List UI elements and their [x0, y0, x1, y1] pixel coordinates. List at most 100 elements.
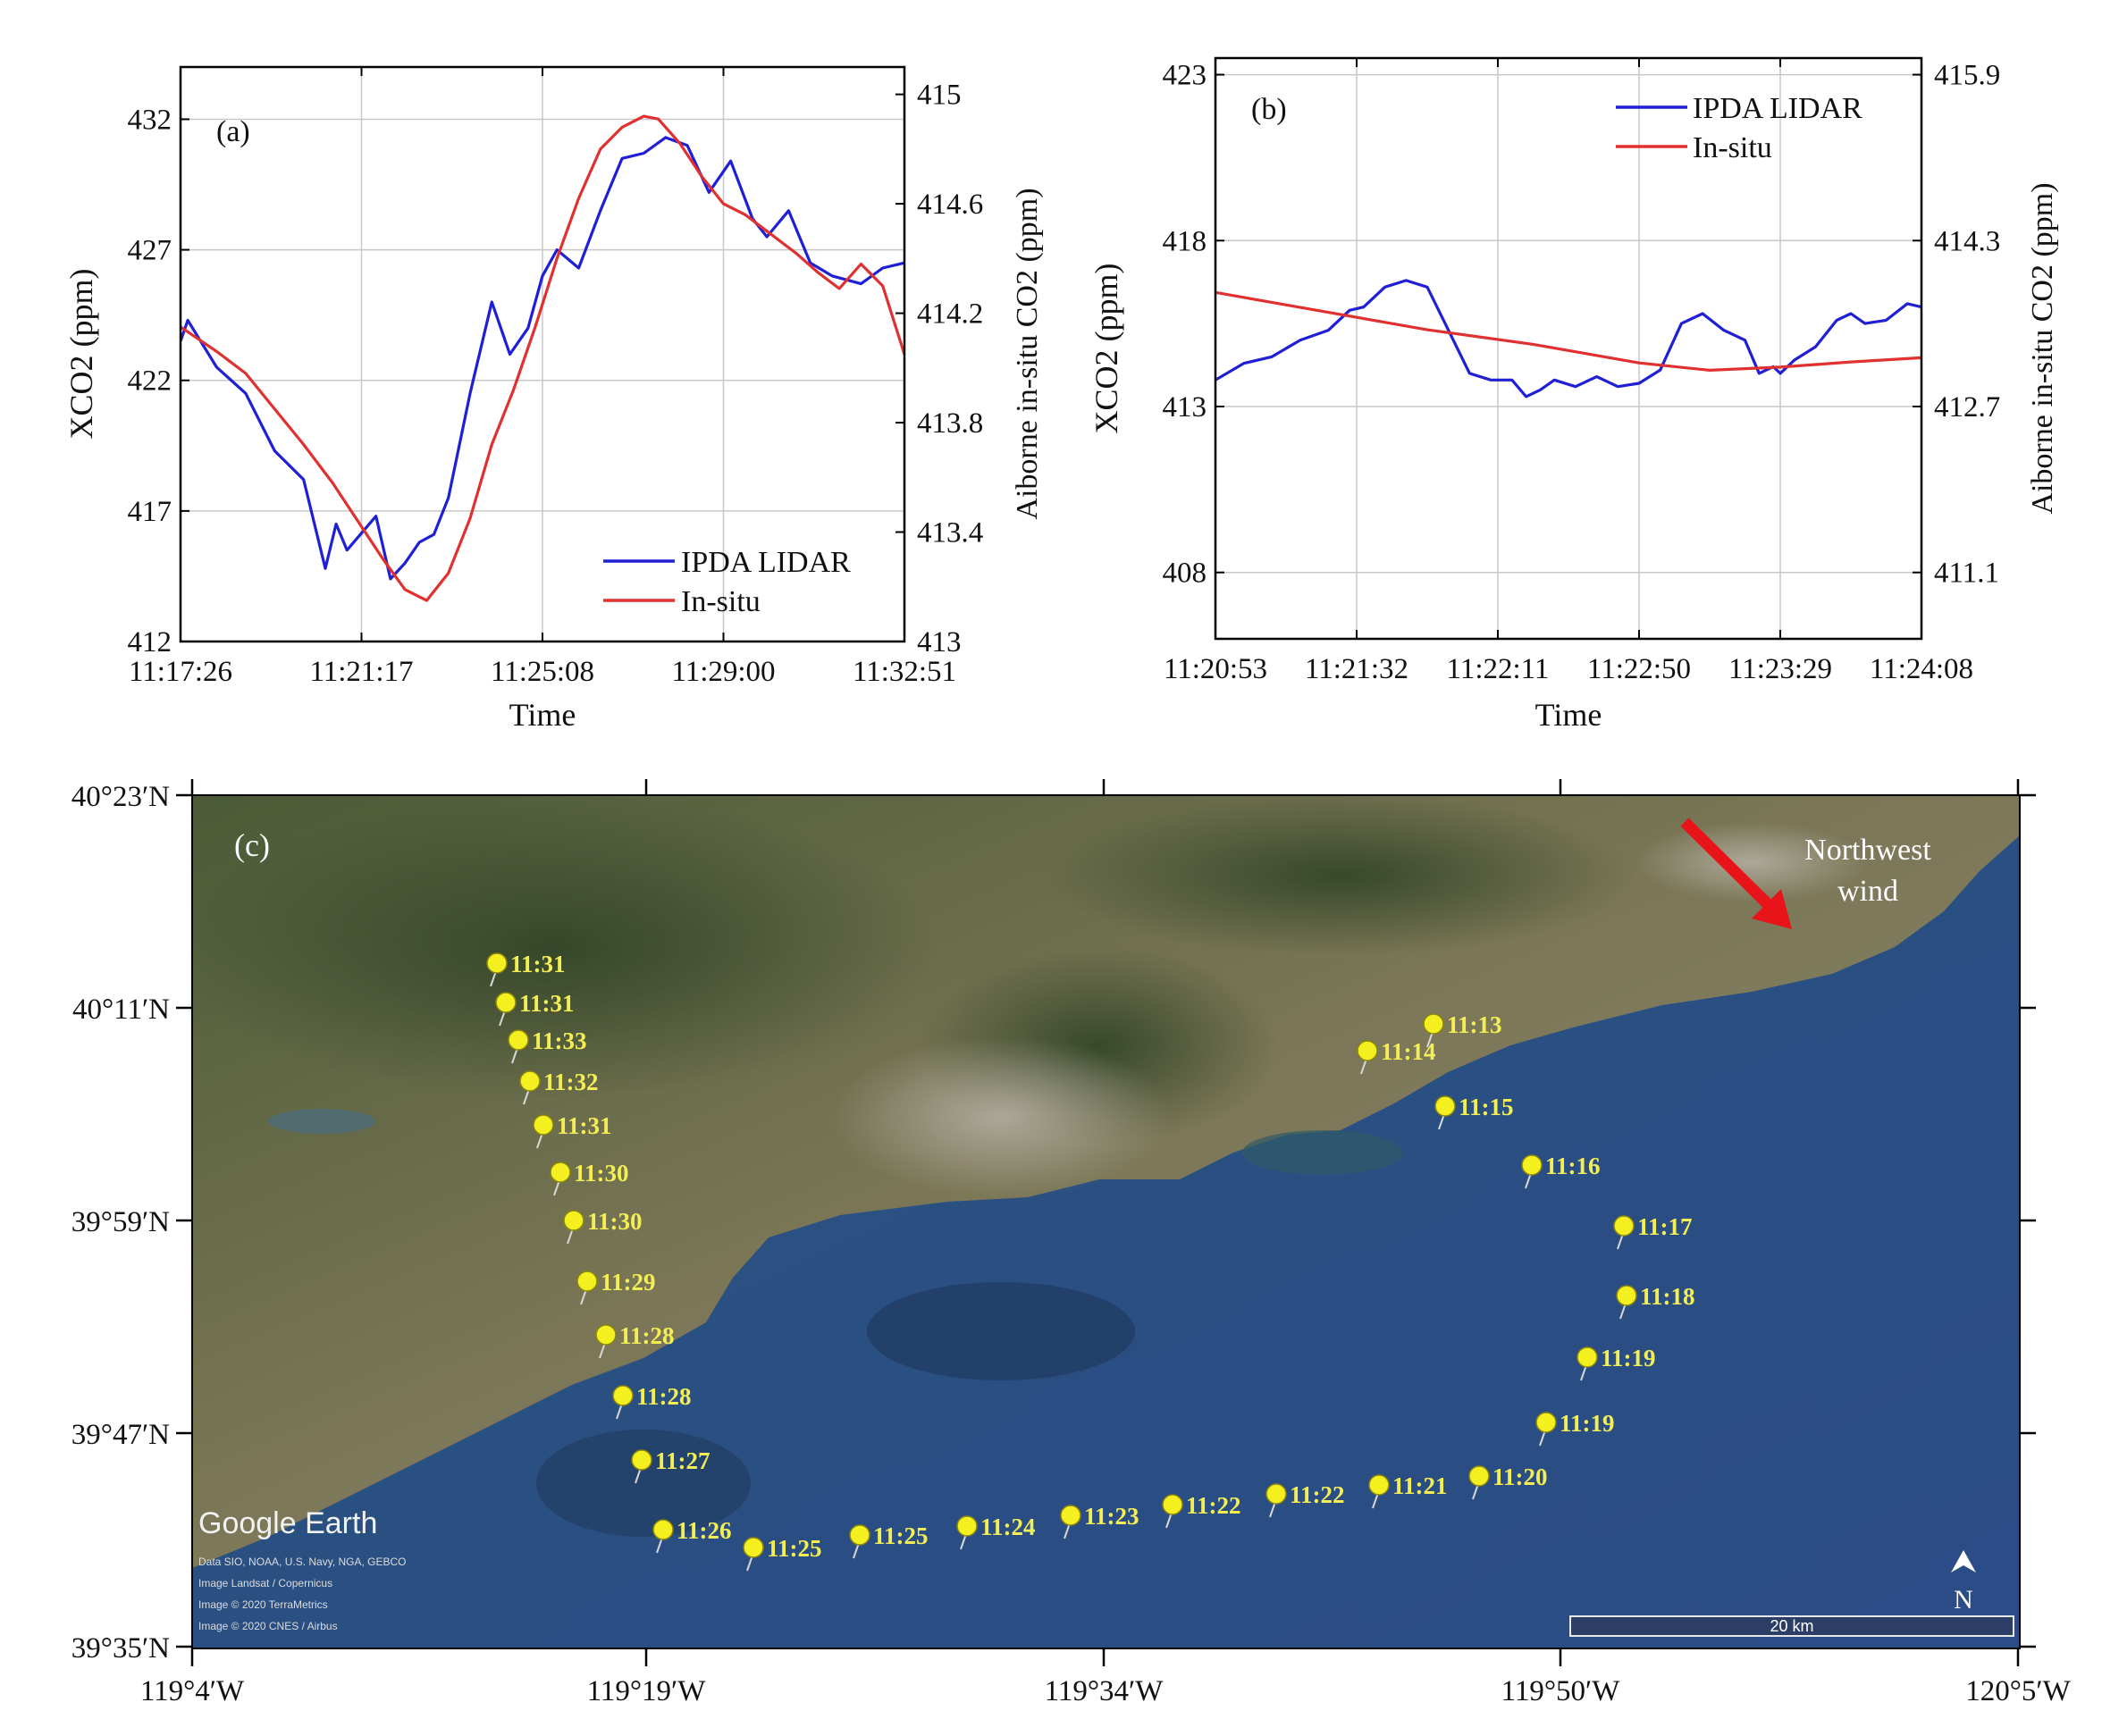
legend-label-insitu: In-situ — [1693, 131, 1772, 164]
wind-annotation: Northwest wind — [1680, 818, 1931, 929]
lake — [268, 1109, 375, 1134]
x-tick-label: 11:32:51 — [853, 656, 956, 688]
map-pin-label: 11:27 — [655, 1447, 710, 1474]
legend-label-ipda: IPDA LIDAR — [1693, 92, 1862, 125]
series-line-in-situ — [181, 114, 904, 602]
map-pin-label: 11:28 — [619, 1322, 675, 1349]
map-pin: 11:32 — [519, 1069, 599, 1105]
map-pin-icon — [612, 1385, 634, 1406]
x-tick-label: 11:25:08 — [491, 656, 594, 688]
map-pin: 11:29 — [576, 1269, 656, 1305]
map-pin-icon — [1434, 1095, 1456, 1117]
north-arrow-icon — [1951, 1550, 1976, 1572]
map-pin-icon — [1535, 1412, 1557, 1433]
credit-line: Data SIO, NOAA, U.S. Navy, NGA, GEBCO — [198, 1556, 407, 1568]
map-pin-icon — [743, 1537, 764, 1558]
credit-line: Image © 2020 CNES / Airbus — [198, 1620, 338, 1632]
map-y-tick-label: 40°23′N — [71, 781, 170, 813]
map-pin-icon — [1613, 1215, 1635, 1237]
map-pin: 11:28 — [612, 1383, 692, 1420]
legend-label-ipda: IPDA LIDAR — [681, 546, 851, 579]
panel-a-series-group — [181, 114, 904, 602]
map-pin-label: 11:30 — [587, 1208, 643, 1235]
panel-b-xlabel: Time — [1535, 697, 1602, 733]
y2-tick-label: 415 — [917, 80, 962, 112]
panel-b-gridlines — [1215, 58, 1921, 639]
x-tick-label: 11:22:50 — [1587, 653, 1691, 685]
x-tick-label: 11:22:11 — [1447, 653, 1550, 685]
panel-b-y2label: Aiborne in-situ CO2 (ppm) — [2026, 182, 2059, 514]
map-pin: 11:26 — [652, 1517, 732, 1554]
y2-tick-label: 414.2 — [917, 298, 983, 331]
y2-tick-label: 413.8 — [917, 407, 983, 440]
map-pin-icon — [956, 1515, 978, 1537]
chart-panel-a: 11:17:26 11:21:17 11:25:08 11:29:00 11:32:51… — [63, 65, 1044, 733]
map-pin: 11:22 — [1265, 1481, 1345, 1518]
map-pin-label: 11:26 — [677, 1517, 732, 1544]
map-pin-icon — [519, 1070, 541, 1092]
google-earth-watermark: Google Earth — [198, 1506, 377, 1540]
y2-tick-label: 413 — [917, 626, 962, 658]
map-axis-labels: 119°4′W 119°19′W 119°34′W 119°50′W 120°5′W 40… — [71, 781, 2072, 1707]
map-y-tick-label: 39°35′N — [71, 1632, 170, 1665]
imagery-credits: Data SIO, NOAA, U.S. Navy, NGA, GEBCO Im… — [198, 1556, 407, 1632]
map-pin-label: 11:23 — [1084, 1503, 1139, 1530]
y-tick-label: 432 — [128, 104, 172, 136]
map-pin: 11:22 — [1162, 1492, 1241, 1529]
map-pin-label: 11:17 — [1637, 1213, 1693, 1240]
map-x-tick-label: 120°5′W — [1965, 1675, 2071, 1707]
map-pin-label: 11:19 — [1601, 1345, 1656, 1371]
legend-label-insitu: In-situ — [681, 585, 761, 618]
map-pin-icon — [550, 1162, 571, 1183]
y-tick-label: 408 — [1163, 558, 1207, 590]
map-pin: 11:19 — [1535, 1410, 1615, 1447]
satellite-image — [192, 795, 2020, 1648]
x-tick-label: 11:29:00 — [671, 656, 775, 688]
map-pin-label: 11:25 — [767, 1535, 822, 1562]
map-y-tick-label: 40°11′N — [72, 994, 170, 1026]
map-pin-icon — [1521, 1154, 1543, 1176]
map-pin-icon — [1368, 1474, 1390, 1496]
map-pin-icon — [849, 1524, 870, 1546]
map-pin-icon — [563, 1210, 584, 1231]
map-pin: 11:13 — [1423, 1011, 1502, 1048]
map-pin-label: 11:31 — [510, 951, 566, 977]
wind-arrowhead-icon — [1752, 889, 1792, 929]
y-tick-label: 417 — [128, 496, 172, 528]
y-tick-label: 412 — [128, 626, 172, 658]
map-pin-icon — [1060, 1505, 1081, 1526]
map-pin-label: 11:18 — [1640, 1283, 1695, 1310]
map-pin-icon — [533, 1114, 554, 1136]
map-pin-icon — [595, 1324, 617, 1346]
map-pin-label: 11:30 — [574, 1160, 629, 1187]
map-pin-label: 11:32 — [543, 1069, 599, 1095]
panel-b-frame — [1214, 56, 1923, 641]
map-pin: 11:30 — [550, 1160, 629, 1196]
panel-b-series-group — [1215, 279, 1921, 398]
map-pin-icon — [1576, 1346, 1598, 1368]
y2-tick-label: 415.9 — [1934, 60, 2000, 92]
map-pin-icon — [486, 952, 508, 974]
map-panel-c: 119°4′W 119°19′W 119°34′W 119°50′W 120°5′W 40… — [71, 779, 2072, 1707]
x-tick-label: 11:17:26 — [129, 656, 232, 688]
map-pin-icon — [495, 992, 517, 1013]
map-pin: 11:31 — [533, 1112, 612, 1149]
map-pin-icon — [1162, 1494, 1183, 1515]
map-pin: 11:15 — [1434, 1094, 1514, 1130]
credit-line: Image Landsat / Copernicus — [198, 1577, 332, 1589]
map-x-tick-label: 119°4′W — [140, 1675, 245, 1707]
y2-tick-label: 413.4 — [917, 517, 983, 549]
map-pin: 11:14 — [1357, 1038, 1436, 1075]
map-pin-label: 11:29 — [601, 1269, 656, 1296]
map-pin-label: 11:22 — [1186, 1492, 1241, 1519]
mountain-shading — [1046, 795, 1635, 956]
panel-b-tick-marks — [1215, 58, 1922, 639]
credit-line: Image © 2020 TerraMetrics — [198, 1598, 328, 1611]
map-y-tick-label: 39°47′N — [71, 1419, 170, 1451]
map-pin: 11:25 — [743, 1535, 822, 1572]
y-tick-label: 423 — [1163, 60, 1207, 92]
map-pin: 11:18 — [1616, 1283, 1695, 1320]
map-pin: 11:21 — [1368, 1472, 1448, 1509]
x-tick-label: 11:21:17 — [309, 656, 413, 688]
